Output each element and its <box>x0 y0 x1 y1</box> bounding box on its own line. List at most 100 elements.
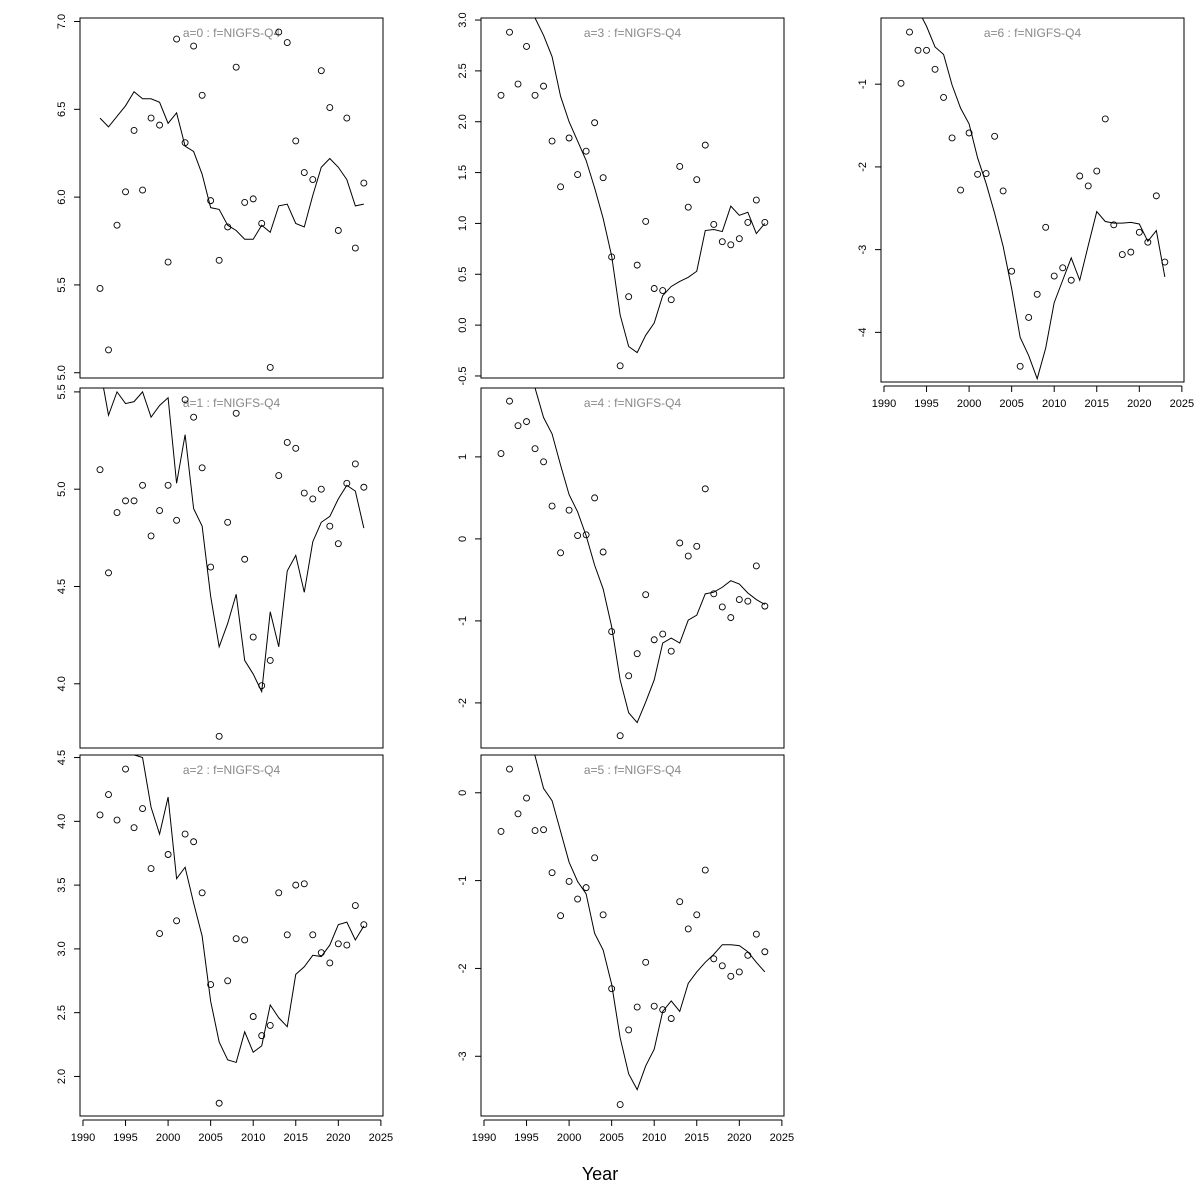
plot-area <box>897 18 1169 381</box>
observed-point <box>650 285 658 292</box>
observed-point <box>249 1013 257 1020</box>
observed-point <box>565 506 573 514</box>
observed-point <box>113 509 121 516</box>
observed-point <box>582 884 590 892</box>
observed-point <box>283 931 291 939</box>
observed-point <box>139 186 147 194</box>
observed-point <box>1084 182 1092 190</box>
observed-point <box>506 28 513 36</box>
panel-frame <box>79 17 384 379</box>
observed-point <box>701 866 709 874</box>
y-tick-label: 1.5 <box>457 165 469 180</box>
observed-point <box>292 881 300 889</box>
observed-point <box>531 91 539 99</box>
y-tick-label: 4.5 <box>56 579 68 594</box>
observed-point <box>139 805 147 813</box>
observed-point <box>258 220 266 227</box>
observed-point <box>582 531 590 539</box>
observed-point <box>667 647 675 655</box>
observed-point <box>241 198 249 206</box>
x-tick-label: 2010 <box>642 1132 666 1144</box>
observed-point <box>752 562 760 570</box>
observed-point <box>923 46 930 54</box>
x-tick-label: 2010 <box>241 1132 265 1144</box>
observed-point <box>122 765 129 773</box>
y-tick-label: -0.5 <box>457 366 469 385</box>
panel-frame <box>79 754 384 1117</box>
fitted-line <box>103 388 365 694</box>
observed-point <box>266 656 274 664</box>
observed-point <box>1076 172 1084 180</box>
x-tick-label: 2000 <box>957 398 981 410</box>
x-tick-label: 2015 <box>284 1132 308 1144</box>
fitted-line <box>921 18 1166 381</box>
observed-point <box>506 397 513 405</box>
observed-point <box>557 549 565 557</box>
observed-point <box>351 902 359 909</box>
observed-point <box>676 539 684 547</box>
observed-point <box>266 364 274 371</box>
observed-point <box>752 196 760 204</box>
observed-point <box>650 636 658 644</box>
observed-point <box>190 42 198 50</box>
observed-point <box>752 930 760 938</box>
observed-point <box>557 912 565 920</box>
observed-point <box>497 827 505 835</box>
x-tick-label: 1995 <box>514 1132 538 1144</box>
panel-title: a=2 : f=NIGFS-Q4 <box>183 763 281 777</box>
observed-point <box>616 1101 624 1109</box>
observed-point <box>326 522 334 530</box>
observed-point <box>557 183 565 191</box>
observed-point <box>105 569 112 577</box>
observed-point <box>1127 248 1135 256</box>
fitted-line <box>534 388 766 724</box>
observed-point <box>215 732 223 740</box>
observed-point <box>1135 228 1143 236</box>
observed-point <box>283 39 291 47</box>
observed-point <box>914 46 922 54</box>
observed-point <box>991 132 999 140</box>
observed-point <box>1118 251 1126 259</box>
observed-point <box>514 80 522 88</box>
observed-point <box>608 628 616 636</box>
observed-point <box>633 650 641 658</box>
observed-point <box>275 889 283 897</box>
observed-point <box>275 472 283 480</box>
observed-point <box>326 959 334 967</box>
observed-point <box>667 296 675 304</box>
observed-point <box>300 880 308 888</box>
observed-point <box>164 851 172 858</box>
observed-point <box>616 732 624 740</box>
observed-point <box>701 141 709 149</box>
plot-area <box>96 755 368 1107</box>
plot-area <box>497 755 769 1109</box>
observed-point <box>326 104 334 112</box>
observed-point <box>940 93 948 101</box>
observed-point <box>198 889 206 897</box>
panel-title: a=3 : f=NIGFS-Q4 <box>584 26 682 40</box>
observed-point <box>241 555 249 563</box>
observed-point <box>616 362 624 370</box>
y-tick-label: 7.0 <box>56 14 68 29</box>
observed-point <box>122 188 129 196</box>
observed-point <box>130 497 138 505</box>
observed-point <box>224 518 232 526</box>
observed-point <box>309 931 317 939</box>
observed-point <box>96 284 104 292</box>
observed-point <box>164 258 172 266</box>
observed-point <box>531 827 539 834</box>
x-tick-label: 2005 <box>999 398 1023 410</box>
y-tick-label: 5.0 <box>56 482 68 497</box>
y-tick-label: 6.5 <box>56 102 68 117</box>
observed-point <box>744 218 752 226</box>
observed-point <box>1042 223 1050 231</box>
observed-point <box>633 1003 641 1011</box>
observed-point <box>96 466 104 474</box>
observed-point <box>241 936 249 944</box>
x-tick-label: 1995 <box>914 398 938 410</box>
plot-area <box>497 388 769 740</box>
observed-point <box>659 287 667 294</box>
observed-point <box>591 119 599 127</box>
observed-point <box>224 223 232 231</box>
